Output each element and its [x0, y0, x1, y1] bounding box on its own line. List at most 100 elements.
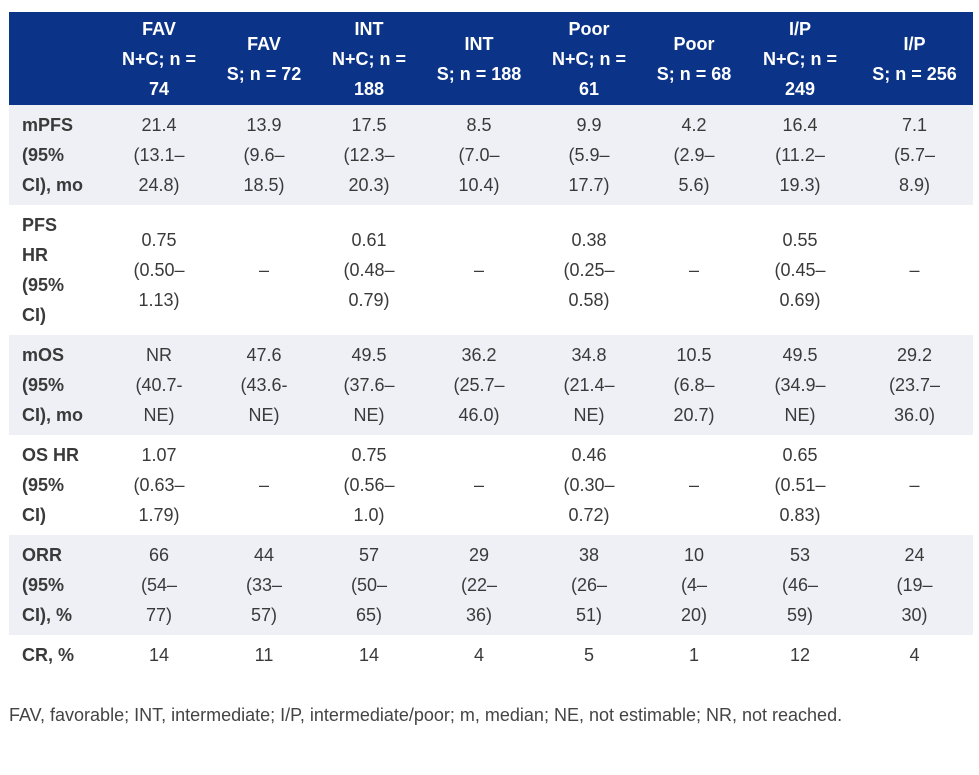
cell-line: 20) [680, 605, 707, 625]
cell-line: 14 [148, 645, 170, 665]
table-cell: 53 (46– 59) [744, 535, 856, 635]
cell-line: 4 [909, 645, 920, 665]
cell-line: (0.30– [563, 475, 615, 495]
cell-line: 29.2 [896, 345, 933, 365]
row-label-line: (95% [22, 275, 65, 295]
cell-line: 8.9) [898, 175, 931, 195]
row-label: CR, % [9, 635, 104, 675]
cell-line: (0.45– [774, 260, 826, 280]
table-row: ORR (95% CI), % 66 (54– 77) 44 (33– 57) 57 (50– 65)… [9, 535, 973, 635]
table-row: OS HR (95% CI) 1.07 (0.63– 1.79) – 0.75 (0.56– 1.… [9, 435, 973, 535]
header-line: N+C; n = [331, 48, 406, 69]
cell-line: 65) [355, 605, 382, 625]
row-label-line: CI) [22, 305, 46, 325]
cell-line: 0.75 [141, 230, 177, 250]
cell-line: 10.4) [458, 175, 500, 195]
cell-line: (4– [680, 575, 707, 595]
cell-line: 57) [250, 605, 277, 625]
header-cell-fav-nc: FAV N+C; n = 74 [104, 12, 214, 105]
cell-line: 44 [253, 545, 275, 565]
table-cell: 0.75 (0.56– 1.0) [314, 435, 424, 535]
cell-line: 14 [358, 645, 380, 665]
cell-line: 47.6 [246, 345, 282, 365]
table-cell: 1 [644, 635, 744, 675]
table-cell: 13.9 (9.6– 18.5) [214, 105, 314, 205]
table-cell: 21.4 (13.1– 24.8) [104, 105, 214, 205]
cell-line: 49.5 [351, 345, 387, 365]
cell-line: NE) [784, 405, 816, 425]
table-cell: 29.2 (23.7– 36.0) [856, 335, 973, 435]
header-line: 249 [784, 78, 816, 99]
row-label-line: CI), mo [22, 175, 83, 195]
header-line: I/P [903, 33, 926, 54]
cell-line: 1.13) [138, 290, 180, 310]
header-line: 188 [353, 78, 385, 99]
header-cell-ip-nc: I/P N+C; n = 249 [744, 12, 856, 105]
cell-line: 24.8) [138, 175, 180, 195]
table-cell: 0.61 (0.48– 0.79) [314, 205, 424, 335]
cell-line: (34.9– [774, 375, 826, 395]
cell-line: 0.46 [571, 445, 607, 465]
cell-line: NE) [353, 405, 385, 425]
header-line: S; n = 72 [226, 63, 302, 84]
cell-line: 0.69) [779, 290, 821, 310]
row-label-line: mOS [22, 345, 65, 365]
cell-line: 16.4 [782, 115, 818, 135]
cell-line: 17.5 [351, 115, 387, 135]
table-cell: 10 (4– 20) [644, 535, 744, 635]
cell-line: (46– [781, 575, 819, 595]
cell-line: (40.7- [135, 375, 183, 395]
row-label-line: PFS [22, 215, 58, 235]
table-cell: 34.8 (21.4– NE) [534, 335, 644, 435]
cell-line: 9.9 [576, 115, 602, 135]
row-label: OS HR (95% CI) [9, 435, 104, 535]
cell-line: 77) [145, 605, 172, 625]
table-row: CR, % 14 11 14 4 5 1 12 4 [9, 635, 973, 675]
table-cell: 0.55 (0.45– 0.69) [744, 205, 856, 335]
cell-line: 38 [578, 545, 600, 565]
cell-line: 66 [148, 545, 170, 565]
table-cell: 12 [744, 635, 856, 675]
table-cell: 4 [424, 635, 534, 675]
cell-line: 10 [683, 545, 705, 565]
cell-line: 0.83) [779, 505, 821, 525]
cell-line: 10.5 [676, 345, 712, 365]
cell-line: 12 [789, 645, 811, 665]
cell-line: 36) [465, 605, 492, 625]
header-cell-int-s: INT S; n = 188 [424, 12, 534, 105]
table-cell: 10.5 (6.8– 20.7) [644, 335, 744, 435]
cell-line: 0.72) [568, 505, 610, 525]
cell-line: 1.07 [141, 445, 177, 465]
cell-line: (23.7– [888, 375, 941, 395]
header-line: 61 [578, 78, 600, 99]
cell-line: (54– [140, 575, 178, 595]
footnote: FAV, favorable; INT, intermediate; I/P, … [9, 705, 843, 725]
cell-line: 46.0) [458, 405, 500, 425]
table-cell: 7.1 (5.7– 8.9) [856, 105, 973, 205]
cell-line: 30) [901, 605, 928, 625]
table-cell: 49.5 (34.9– NE) [744, 335, 856, 435]
table-cell: 16.4 (11.2– 19.3) [744, 105, 856, 205]
cell-line: (12.3– [343, 145, 395, 165]
cell-line: 36.2 [461, 345, 497, 365]
cell-line: 49.5 [782, 345, 818, 365]
cell-line: 53 [789, 545, 811, 565]
row-label-line: (95% [22, 575, 65, 595]
table-cell: 24 (19– 30) [856, 535, 973, 635]
cell-line: 17.7) [568, 175, 610, 195]
table-cell: 11 [214, 635, 314, 675]
header-line: FAV [247, 33, 281, 54]
row-label-line: CR, % [22, 645, 75, 665]
cell-line: 19.3) [779, 175, 821, 195]
header-line: INT [464, 33, 494, 54]
header-row: FAV N+C; n = 74 FAV S; n = 72 INT N+C; n = 18… [9, 12, 973, 105]
table-cell: – [214, 435, 314, 535]
header-line: S; n = 68 [656, 63, 732, 84]
results-table: FAV N+C; n = 74 FAV S; n = 72 INT N+C; n = 18… [9, 12, 973, 675]
cell-line: 8.5 [466, 115, 492, 135]
table-cell: 66 (54– 77) [104, 535, 214, 635]
table-cell: – [644, 205, 744, 335]
cell-line: (5.9– [568, 145, 610, 165]
cell-line: 20.7) [673, 405, 715, 425]
cell-line: 36.0) [893, 405, 936, 425]
